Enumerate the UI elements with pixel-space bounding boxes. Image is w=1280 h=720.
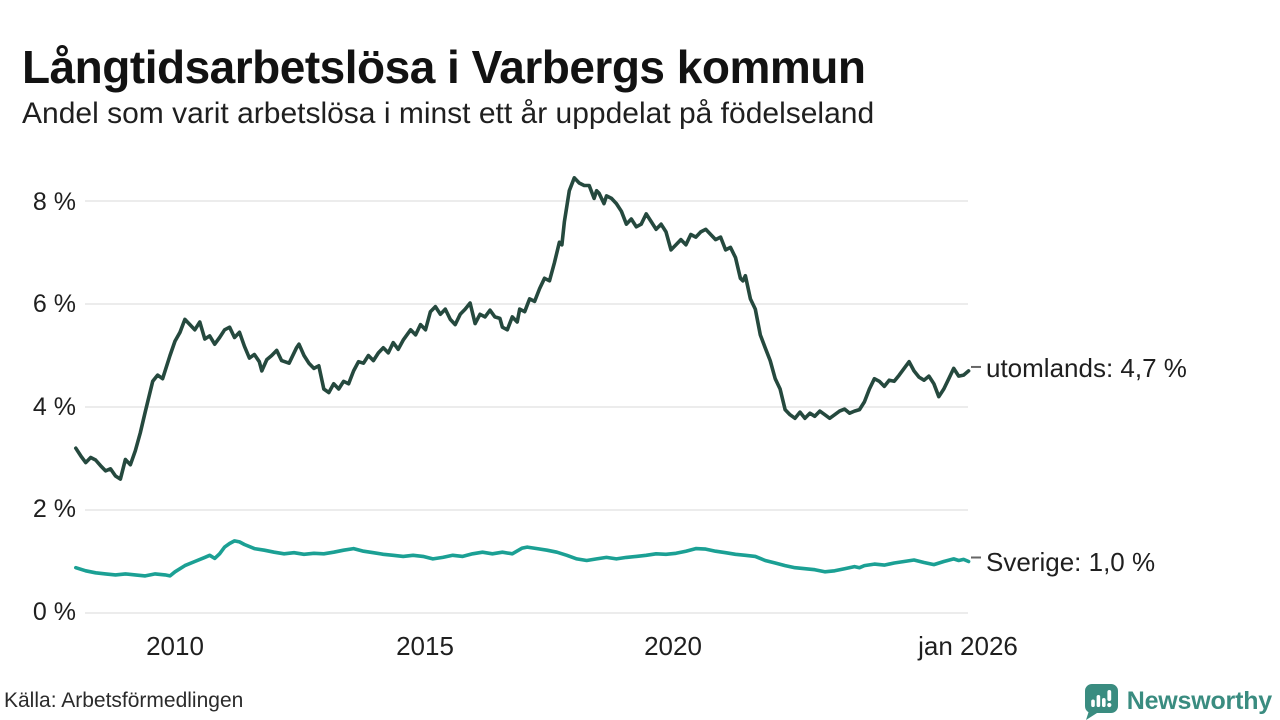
newsworthy-brand-name: Newsworthy [1126, 686, 1272, 715]
y-axis-tick-0: 0 % [32, 598, 76, 626]
series-end-label-sverige: Sverige: 1,0 % [986, 547, 1156, 577]
x-axis-tick-2010: 2010 [146, 631, 204, 661]
y-axis-tick-8: 8 % [32, 188, 76, 216]
newsworthy-logo-icon [1084, 684, 1118, 720]
x-axis-tick-2020: 2020 [644, 631, 702, 661]
y-axis-tick-2: 2 % [32, 495, 76, 523]
y-axis-tick-4: 4 % [32, 393, 76, 421]
series-line-sverige [74, 539, 971, 578]
chart-subtitle: Andel som varit arbetslösa i minst ett å… [22, 97, 875, 130]
x-axis-tick-jan-2026: jan 2026 [918, 631, 1018, 661]
page-title: Långtidsarbetslösa i Varbergs kommun [22, 40, 866, 93]
series-end-label-utomlands: utomlands: 4,7 % [986, 353, 1187, 383]
series-line-utomlands [74, 176, 971, 481]
gridlines [85, 200, 968, 614]
x-axis-tick-2015: 2015 [396, 631, 454, 661]
source-credit: Källa: Arbetsförmedlingen [4, 689, 244, 712]
newsworthy-brand: Newsworthy [1082, 682, 1272, 720]
y-axis-tick-6: 6 % [32, 290, 76, 318]
